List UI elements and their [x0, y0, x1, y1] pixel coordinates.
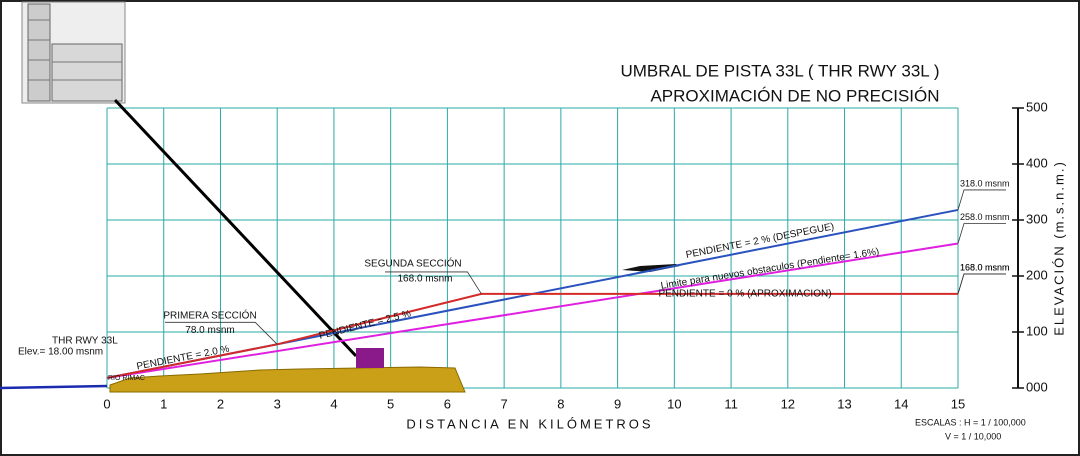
- value-label: 168.0 msnm: [960, 262, 1010, 272]
- annotation: V = 1 / 10,000: [945, 431, 1001, 441]
- y-tick-label: 000: [1026, 379, 1048, 394]
- value-label: 258.0 msnm: [960, 212, 1010, 222]
- x-tick-label: 9: [614, 396, 621, 411]
- airplane: [622, 264, 680, 272]
- y-axis-label: ELEVACIÓN (m.s.n.m.): [1051, 160, 1066, 336]
- x-tick-label: 4: [330, 396, 337, 411]
- pointer-line: [113, 98, 358, 358]
- leader-line: [165, 321, 278, 345]
- leader-line: [385, 271, 482, 295]
- annotation: PENDIENTE = 2.0 %: [136, 344, 231, 373]
- x-tick-label: 1: [160, 396, 167, 411]
- y-tick-label: 100: [1026, 323, 1048, 338]
- annotation: Elev.= 18.00 msnm: [18, 347, 103, 358]
- x-tick-label: 11: [724, 396, 738, 411]
- x-tick-label: 13: [837, 396, 851, 411]
- x-tick-label: 8: [557, 396, 564, 411]
- terrain: [109, 366, 466, 393]
- x-tick-label: 15: [951, 396, 965, 411]
- x-axis-label: DISTANCIA EN KILÓMETROS: [406, 416, 653, 431]
- x-tick-label: 7: [501, 396, 508, 411]
- line-label: PENDIENTE = 2 % (DESPEGUE): [685, 221, 835, 261]
- x-tick-label: 14: [894, 396, 908, 411]
- x-tick-label: 6: [444, 396, 451, 411]
- value-label: 168.0 msnm: [960, 262, 1010, 272]
- grid: [106, 107, 959, 389]
- leader-line: [957, 189, 1006, 211]
- annotation: PRIMERA SECCIÓN: [163, 309, 256, 322]
- chart-title: UMBRAL DE PISTA 33L ( THR RWY 33L ): [620, 61, 939, 80]
- x-tick-label: 2: [217, 396, 224, 411]
- value-label: 78.0 msnm: [185, 325, 234, 336]
- chart-title: APROXIMACIÓN DE NO PRECISIÓN: [650, 86, 939, 105]
- leader-line: [957, 273, 1006, 295]
- x-tick-label: 0: [103, 396, 110, 411]
- line-label: PENDIENTE = 0 % (APROXIMACION): [658, 289, 831, 300]
- y-tick-label: 300: [1026, 211, 1048, 226]
- annotation: ESCALAS : H = 1 / 100,000: [915, 417, 1026, 427]
- annotation: SEGUNDA SECCIÓN: [364, 257, 461, 270]
- annotation: THR RWY 33L: [52, 336, 118, 347]
- x-tick-label: 12: [781, 396, 795, 411]
- leader-line: [957, 223, 1006, 244]
- annotation: RIO RIMAC: [108, 375, 145, 382]
- y-tick-label: 400: [1026, 155, 1048, 170]
- ground-line: [0, 384, 108, 390]
- y-tick-label: 500: [1026, 99, 1048, 114]
- x-tick-label: 10: [667, 396, 681, 411]
- obstacle-building: [356, 348, 384, 368]
- x-tick-label: 5: [387, 396, 394, 411]
- value-label: 318.0 msnm: [960, 178, 1010, 188]
- leader-line: [957, 273, 1006, 295]
- x-tick-label: 3: [274, 396, 281, 411]
- value-label: 168.0 msnm: [397, 274, 452, 285]
- series-line: [106, 292, 958, 379]
- series-line: [106, 242, 959, 379]
- y-tick-label: 200: [1026, 267, 1048, 282]
- building-photo: [21, 1, 126, 104]
